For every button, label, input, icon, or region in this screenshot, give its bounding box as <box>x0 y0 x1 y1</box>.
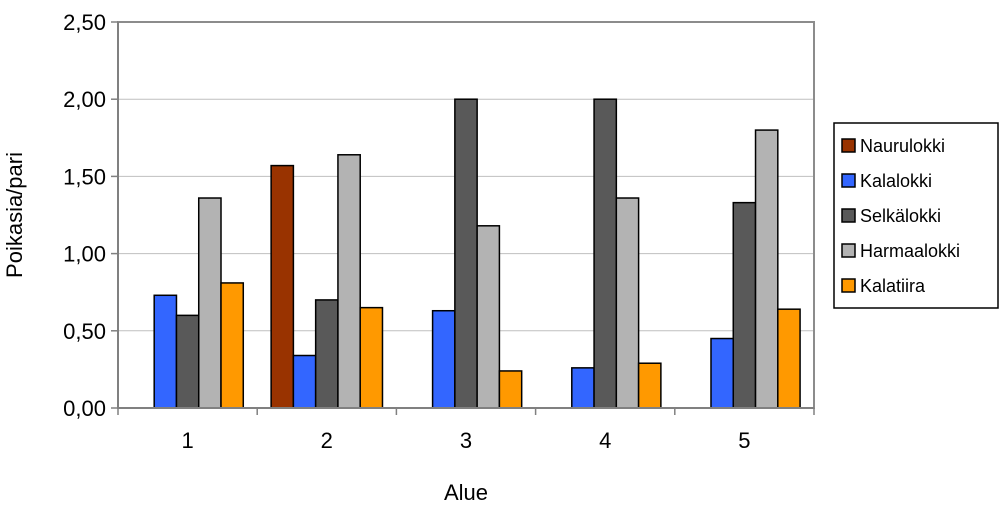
x-tick-label: 2 <box>321 428 333 453</box>
legend-swatch <box>841 278 856 293</box>
legend-swatch <box>841 173 856 188</box>
bar <box>615 197 640 409</box>
legend-label: Naurulokki <box>860 136 945 156</box>
bar <box>571 367 595 409</box>
y-tick-label: 1,00 <box>63 242 106 267</box>
bar <box>498 370 523 409</box>
bar <box>593 98 618 409</box>
bar <box>431 309 456 409</box>
bar <box>710 337 735 409</box>
legend-label: Harmaalokki <box>860 241 960 261</box>
bar <box>337 154 361 409</box>
bar <box>270 164 295 409</box>
y-tick-label: 0,50 <box>63 319 106 344</box>
y-tick-label: 1,50 <box>63 164 106 189</box>
bar <box>637 362 662 409</box>
bar <box>220 282 245 409</box>
x-tick-label: 4 <box>599 428 611 453</box>
bar <box>314 299 339 409</box>
y-tick-label: 2,50 <box>63 10 106 35</box>
legend: Naurulokki Kalalokki Selkälokki Harmaalokki… <box>833 122 999 309</box>
y-tick-label: 0,00 <box>63 396 106 421</box>
legend-label: Kalalokki <box>860 171 932 191</box>
bar <box>732 201 757 409</box>
bar <box>476 225 501 409</box>
x-tick-label: 1 <box>181 428 193 453</box>
y-tick-label: 2,00 <box>63 87 106 112</box>
legend-swatch <box>841 243 856 258</box>
legend-swatch <box>841 208 856 223</box>
legend-label: Kalatiira <box>860 276 926 296</box>
bar <box>292 354 317 409</box>
x-tick-label: 3 <box>460 428 472 453</box>
bar <box>754 129 779 409</box>
axes: 0,00 0,50 1,00 1,50 2,00 2,50 1 2 3 4 5 <box>63 10 815 453</box>
y-axis-label: Poikasia/pari <box>2 152 27 278</box>
bar <box>454 98 478 409</box>
legend-label: Selkälokki <box>860 206 941 226</box>
bar <box>197 197 222 409</box>
bars <box>153 98 801 409</box>
legend-box <box>833 122 999 309</box>
bar <box>359 306 384 409</box>
x-axis-label: Alue <box>444 480 488 505</box>
bar <box>153 294 178 409</box>
legend-swatch <box>841 138 856 153</box>
x-tick-label: 5 <box>738 428 750 453</box>
bar <box>175 314 200 409</box>
bar <box>777 308 801 409</box>
